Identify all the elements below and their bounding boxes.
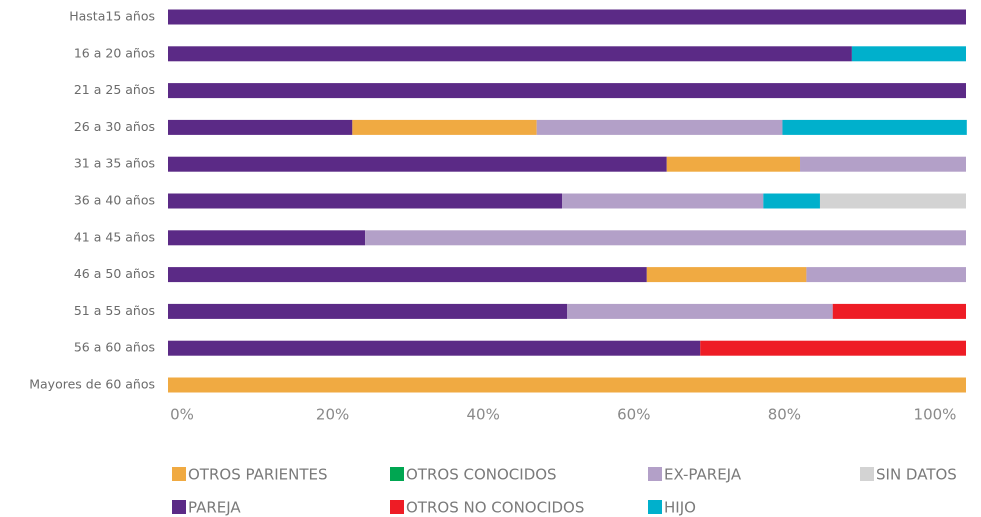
bar-segment [806,267,966,283]
legend-swatch [390,467,404,481]
x-tick-label: 80% [768,406,801,424]
legend-swatch [390,500,404,514]
legend-label: OTROS NO CONOCIDOS [406,499,584,517]
bar-segment [168,156,667,172]
x-tick-label: 40% [467,406,500,424]
legend-label: PAREJA [188,499,241,517]
legend-swatch [648,467,662,481]
legend-label: HIJO [664,499,696,517]
bar-segment [819,193,966,209]
bar-segment [666,156,801,172]
bar-segment [168,9,966,25]
category-label: Mayores de 60 años [29,377,155,392]
bar-segment [168,303,567,319]
x-tick-label: 100% [914,406,957,424]
x-tick-label: 20% [316,406,349,424]
bar-segment [562,193,764,209]
bar-segment [352,119,537,135]
legend-label: SIN DATOS [876,466,957,484]
bar-segment [536,119,783,135]
category-label: 36 a 40 años [74,193,155,208]
bar-segment [567,303,833,319]
bar-segment [168,119,353,135]
category-label: 51 a 55 años [74,303,155,318]
category-label: 56 a 60 años [74,340,155,355]
category-label: 21 a 25 años [74,82,155,97]
legend-label: EX-PAREJA [664,466,742,484]
legend-label: OTROS PARIENTES [188,466,328,484]
category-label: 16 a 20 años [74,45,155,60]
bar-segment [832,303,966,319]
legend-swatch [648,500,662,514]
legend-swatch [172,467,186,481]
bar-segment [851,46,966,62]
bar-segment [782,119,967,135]
bar-segment [763,193,820,209]
bar-segment [800,156,966,172]
category-label: 46 a 50 años [74,266,155,281]
bar-segment [168,267,647,283]
category-label: 41 a 45 años [74,229,155,244]
bar-segment [700,340,966,356]
category-label: 26 a 30 años [74,119,155,134]
bar-segment [646,267,807,283]
bar-segment [168,340,701,356]
bar-segment [168,230,366,246]
legend-label: OTROS CONOCIDOS [406,466,557,484]
bar-segment [168,193,563,209]
legend-swatch [172,500,186,514]
category-label: 31 a 35 años [74,156,155,171]
bar-segment [168,377,966,393]
x-tick-label: 0% [170,406,194,424]
bar-segment [168,46,852,62]
bar-segment [365,230,967,246]
category-label: Hasta15 años [69,9,155,24]
x-tick-label: 60% [617,406,650,424]
bar-segment [168,83,966,99]
legend-swatch [860,467,874,481]
